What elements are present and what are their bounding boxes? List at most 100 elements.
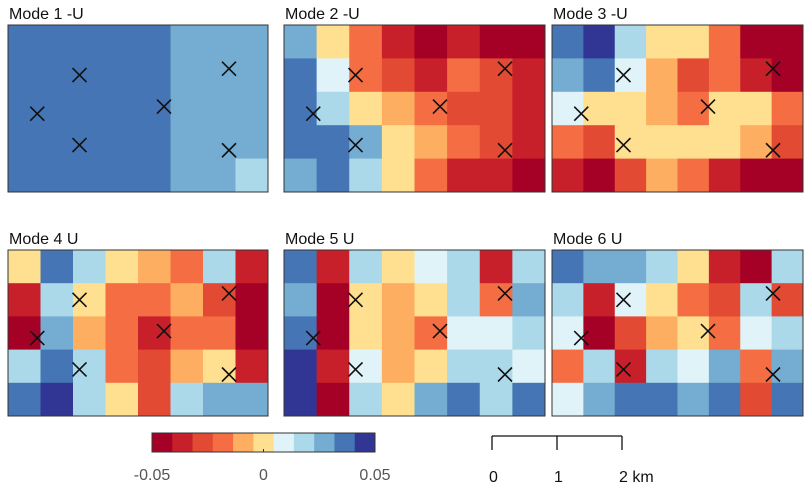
heatmap-cell bbox=[479, 283, 513, 317]
heatmap-cell bbox=[771, 158, 804, 193]
heatmap-cell bbox=[284, 91, 318, 126]
heatmap-cell bbox=[583, 250, 616, 284]
heatmap-cell bbox=[646, 25, 678, 59]
station-marker bbox=[765, 285, 781, 301]
station-marker bbox=[71, 361, 88, 377]
heatmap-cell bbox=[8, 349, 41, 384]
heatmap-cell bbox=[512, 125, 546, 160]
heatmap-cell bbox=[40, 283, 74, 317]
heatmap-cell bbox=[708, 382, 741, 417]
heatmap-cell bbox=[381, 349, 415, 384]
heatmap-cell bbox=[614, 316, 647, 351]
heatmap-cell bbox=[381, 58, 415, 93]
heatmap-cell bbox=[447, 158, 481, 193]
heatmap-cell bbox=[552, 25, 584, 59]
heatmap-cell bbox=[479, 25, 513, 59]
heatmap-cell bbox=[740, 316, 773, 351]
heatmap-cell bbox=[646, 158, 678, 193]
station-marker bbox=[29, 106, 45, 122]
heatmap-cell bbox=[512, 58, 546, 93]
station-marker bbox=[221, 61, 237, 77]
station-marker bbox=[497, 285, 513, 301]
heatmap-cell bbox=[740, 25, 773, 59]
heatmap-cell bbox=[512, 283, 546, 317]
station-marker bbox=[221, 142, 237, 158]
heatmap-cell bbox=[316, 349, 350, 384]
heatmap-cell bbox=[349, 349, 383, 384]
station-marker bbox=[573, 106, 589, 122]
heatmap-cell bbox=[583, 349, 616, 384]
heatmap-cell bbox=[235, 125, 269, 160]
station-marker bbox=[700, 323, 716, 339]
station-marker bbox=[765, 366, 781, 383]
heatmap-cell bbox=[447, 283, 481, 317]
heatmap-cell bbox=[284, 125, 318, 160]
heatmap-cell bbox=[583, 382, 616, 417]
heatmap-cell bbox=[349, 316, 383, 351]
heatmap-cell bbox=[552, 349, 584, 384]
heatmap-cell bbox=[708, 158, 741, 193]
panel-title: Mode 2 -U bbox=[285, 6, 360, 23]
heatmap-cell bbox=[447, 58, 481, 93]
heatmap-cell bbox=[677, 91, 710, 126]
heatmap-cell bbox=[40, 158, 74, 193]
heatmap-cell bbox=[447, 125, 481, 160]
heatmap-cell bbox=[552, 125, 584, 160]
heatmap-cell bbox=[316, 382, 350, 417]
station-marker bbox=[71, 292, 88, 308]
heatmap-cell bbox=[414, 382, 448, 417]
heatmap-cell bbox=[235, 158, 269, 193]
heatmap-cell bbox=[105, 125, 139, 160]
heatmap-cell bbox=[235, 316, 269, 351]
heatmap-cell bbox=[583, 58, 616, 93]
heatmap-cell bbox=[414, 158, 448, 193]
heatmap-cell bbox=[646, 283, 678, 317]
heatmap-cell bbox=[614, 283, 647, 317]
heatmap-cell bbox=[316, 25, 350, 59]
heatmap-cell bbox=[677, 250, 710, 284]
heatmap-cell bbox=[73, 250, 106, 284]
heatmap-cell bbox=[479, 250, 513, 284]
heatmap-cell bbox=[138, 25, 171, 59]
panel-frame bbox=[551, 24, 804, 193]
heatmap-cell bbox=[552, 58, 584, 93]
heatmap-cell bbox=[708, 25, 741, 59]
heatmap-cell bbox=[73, 91, 106, 126]
heatmap-cell bbox=[73, 382, 106, 417]
heatmap-cell bbox=[646, 316, 678, 351]
station-marker bbox=[347, 67, 364, 83]
heatmap-cell bbox=[447, 316, 481, 351]
colorbar-swatch bbox=[212, 433, 234, 452]
heatmap-cell bbox=[479, 158, 513, 193]
heatmap-cell bbox=[771, 382, 804, 417]
heatmap-cell bbox=[447, 250, 481, 284]
heatmap-cell bbox=[614, 25, 647, 59]
heatmap-cell bbox=[414, 125, 448, 160]
heatmap-cell bbox=[8, 25, 41, 59]
heatmap-cell bbox=[40, 58, 74, 93]
panel-title: Mode 4 U bbox=[9, 231, 78, 248]
heatmap-cell bbox=[235, 382, 269, 417]
heatmap-cell bbox=[40, 316, 74, 351]
panel-title: Mode 6 U bbox=[553, 231, 622, 248]
heatmap-cell bbox=[708, 250, 741, 284]
heatmap-cell bbox=[677, 316, 710, 351]
heatmap-cell bbox=[583, 125, 616, 160]
heatmap-cell bbox=[349, 382, 383, 417]
colorbar-tick-label: 0.05 bbox=[359, 467, 390, 484]
heatmap-cell bbox=[381, 25, 415, 59]
heatmap-cell bbox=[105, 158, 139, 193]
heatmap-cell bbox=[740, 250, 773, 284]
heatmap-cell bbox=[203, 25, 236, 59]
heatmap-cell bbox=[646, 91, 678, 126]
heatmap-cell bbox=[646, 382, 678, 417]
panel-frame bbox=[7, 249, 269, 417]
station-marker bbox=[765, 142, 781, 158]
heatmap-cell bbox=[73, 125, 106, 160]
heatmap-cell bbox=[614, 250, 647, 284]
heatmap-cell bbox=[316, 158, 350, 193]
station-marker bbox=[71, 137, 88, 153]
heatmap-cell bbox=[479, 316, 513, 351]
heatmap-cell bbox=[349, 250, 383, 284]
heatmap-cell bbox=[708, 349, 741, 384]
